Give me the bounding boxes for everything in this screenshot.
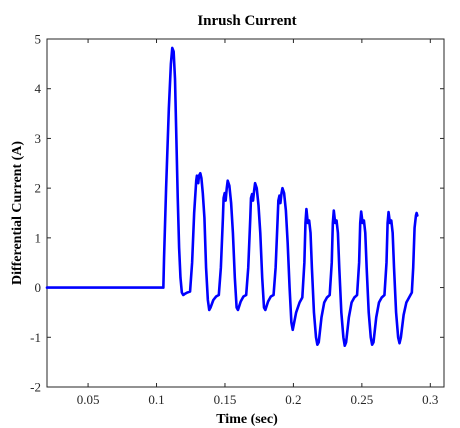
x-tick-label: 0.3 [422,392,438,407]
y-tick-label: 2 [35,181,42,196]
series-layer [45,46,419,348]
y-tick-label: -2 [30,380,41,395]
y-tick-label: 5 [35,32,42,47]
y-tick-label: 0 [35,280,42,295]
x-tick-label: 0.15 [214,392,237,407]
x-tick-label: 0.25 [350,392,373,407]
x-axis-label: Time (sec) [216,412,278,427]
y-tick-label: 4 [35,81,42,96]
y-tick-label: 1 [35,230,42,245]
plot-axes [46,38,445,388]
x-axis-ticks: 0.05 0.1 0.15 0.2 0.25 0.3 [77,39,438,407]
y-tick-label: -1 [30,330,41,345]
chart-title: Inrush Current [197,13,296,29]
y-tick-label: 3 [35,131,42,146]
x-tick-label: 0.2 [285,392,301,407]
plot-area-frame [46,38,445,388]
series-line-1 [45,46,419,348]
x-tick-label: 0.1 [148,392,164,407]
y-axis-label: Differential Current (A) [10,141,25,285]
x-tick-label: 0.05 [77,392,100,407]
y-axis-ticks: -2 -1 0 1 2 3 4 5 [30,32,444,395]
